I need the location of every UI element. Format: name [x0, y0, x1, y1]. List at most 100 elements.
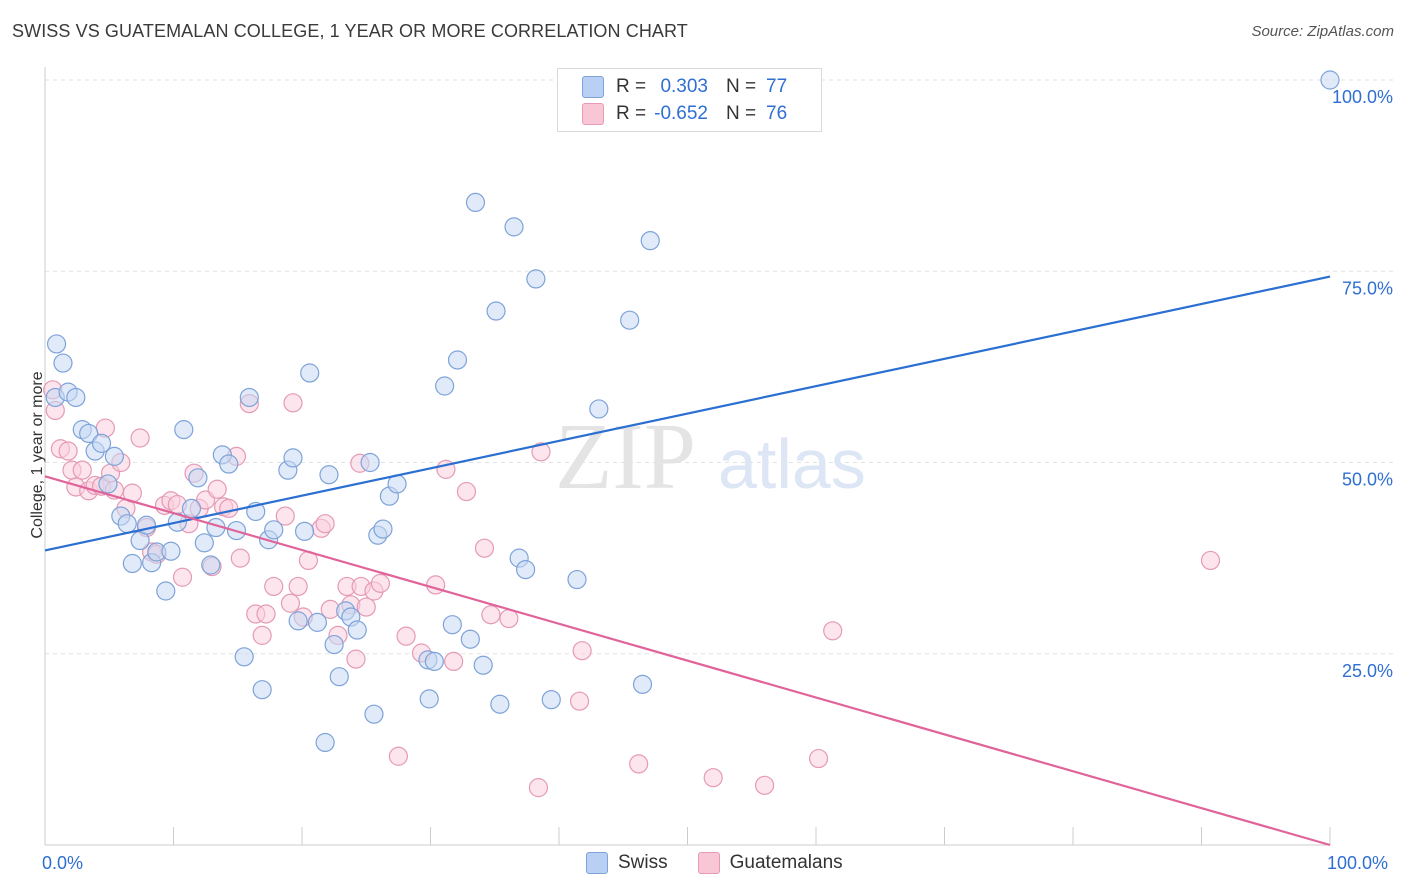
watermark-atlas: atlas [718, 425, 866, 503]
guatemalans-point [456, 481, 477, 502]
swiss-point [288, 611, 308, 631]
guatemalans-swatch [697, 852, 720, 874]
swiss-point [473, 655, 493, 675]
swiss-swatch [586, 852, 608, 874]
guatemalans-point [1200, 550, 1221, 571]
y-tick-labels: 25.0% 50.0% 75.0% 100.0% [1332, 87, 1393, 681]
swiss-point [239, 387, 259, 408]
guatemalans-point [370, 573, 390, 593]
swiss-point [117, 514, 137, 534]
swiss-point [324, 634, 344, 655]
guatemalans-point [808, 748, 829, 769]
source-label: Source: ZipAtlas.com [1251, 23, 1394, 40]
swiss-point [264, 520, 284, 540]
swiss-trend-line [44, 275, 1331, 552]
guatemalans-trend-line [44, 475, 1331, 847]
grid-lines [45, 79, 1395, 655]
legend-item-swiss[interactable]: Swiss [586, 852, 668, 874]
guatemalans-point [346, 649, 366, 669]
swiss-point [504, 217, 524, 237]
guatemalans-point [264, 576, 284, 597]
guatemalans-point [569, 691, 590, 711]
swiss-point [465, 192, 486, 212]
guatemalans-point [288, 576, 308, 597]
r-value: 0.303 [660, 76, 708, 97]
guatemalans-point [481, 605, 501, 625]
swiss-point [79, 423, 99, 444]
swiss-point [66, 387, 86, 408]
swiss-point [460, 629, 480, 649]
series-legend: Swiss Guatemalans [586, 852, 873, 874]
swiss-point [136, 515, 157, 535]
guatemalans-point [356, 597, 376, 617]
swiss-point [174, 420, 194, 440]
swiss-point [300, 363, 320, 383]
axes [44, 67, 1331, 846]
swiss-point [91, 433, 112, 453]
y-tick-label: 100.0% [1332, 87, 1393, 107]
swiss-point [541, 690, 561, 710]
swiss-point [53, 353, 73, 373]
swiss-points [45, 70, 1340, 753]
guatemalans-point [252, 625, 272, 645]
swiss-point [1320, 70, 1340, 90]
watermark: ZIP atlas [555, 405, 866, 509]
guatemalans-point [703, 768, 723, 788]
guatemalans-swatch [582, 103, 604, 125]
guatemalans-point [315, 514, 335, 534]
guatemalans-point [528, 778, 549, 798]
guatemalans-point [172, 567, 193, 587]
swiss-point [201, 555, 221, 575]
swiss-point [632, 674, 653, 694]
guatemalans-point [531, 442, 551, 462]
trend-lines [44, 275, 1331, 847]
swiss-point [419, 689, 439, 709]
n-label: N = [726, 76, 757, 97]
swiss-swatch [582, 76, 604, 98]
swiss-point [104, 446, 124, 466]
y-tick-label: 25.0% [1342, 661, 1393, 681]
swiss-point [188, 468, 208, 488]
swiss-point [156, 581, 176, 601]
guatemalans-point [275, 506, 295, 526]
x-tick-label-max: 100.0% [1327, 853, 1389, 873]
swiss-point [442, 615, 462, 635]
legend-label-guatemalans: Guatemalans [729, 852, 843, 873]
legend-row-swiss: R = 0.303 N = 77 [582, 75, 787, 99]
swiss-point [447, 350, 468, 370]
correlation-legend: R = 0.303 N = 77 R = -0.652 N = 76 [557, 68, 822, 132]
swiss-point [589, 399, 609, 419]
r-label: R = [616, 76, 647, 97]
swiss-point [234, 647, 254, 667]
swiss-point [98, 474, 118, 494]
swiss-point [486, 301, 506, 321]
swiss-point [640, 231, 660, 251]
swiss-point [161, 541, 181, 561]
chart-title: SWISS VS GUATEMALAN COLLEGE, 1 YEAR OR M… [12, 21, 688, 41]
n-label: N = [726, 103, 757, 124]
swiss-point [46, 334, 67, 354]
guatemalans-point [280, 593, 301, 613]
r-value: -0.652 [654, 103, 708, 124]
swiss-point [526, 269, 546, 289]
guatemalans-point [629, 754, 649, 774]
guatemalans-point [219, 498, 239, 518]
guatemalans-point [58, 441, 78, 461]
swiss-point [373, 519, 393, 539]
swiss-point [252, 680, 272, 700]
swiss-point [315, 732, 335, 753]
legend-item-guatemalans[interactable]: Guatemalans [697, 852, 843, 874]
guatemalans-point [230, 548, 250, 568]
swiss-point [194, 533, 214, 553]
legend-label-swiss: Swiss [618, 852, 668, 873]
guatemalans-point [572, 641, 592, 661]
y-tick-label: 75.0% [1342, 278, 1393, 298]
swiss-point [364, 704, 384, 724]
y-axis-label: College, 1 year or more [29, 371, 46, 539]
guatemalans-point [388, 746, 408, 766]
swiss-point [620, 310, 640, 330]
swiss-point [283, 448, 303, 468]
swiss-point [329, 667, 349, 687]
swiss-point [181, 498, 202, 518]
x-tick-label-min: 0.0% [42, 853, 84, 873]
